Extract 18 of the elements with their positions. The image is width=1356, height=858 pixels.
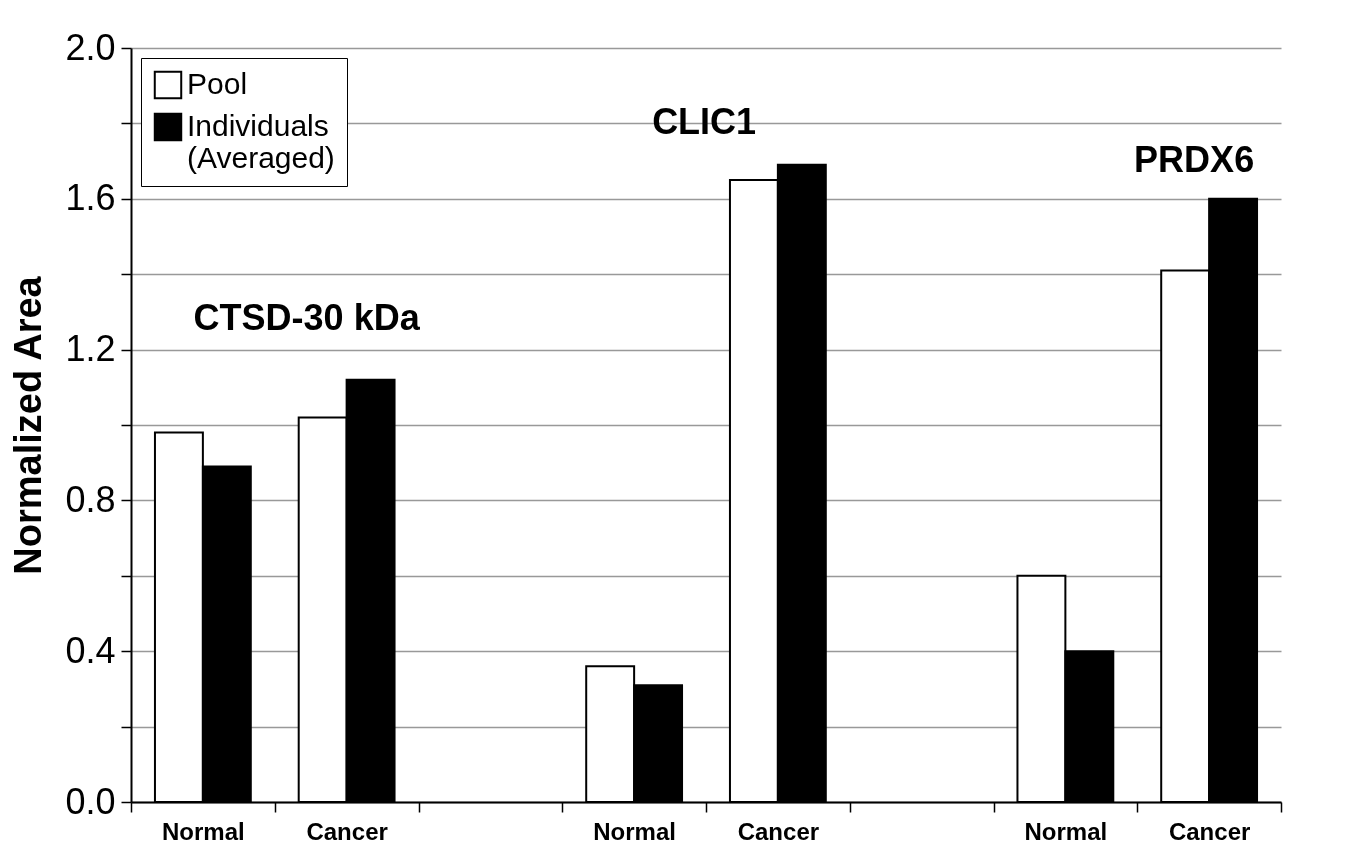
y-tick-label: 0.8 bbox=[65, 478, 116, 520]
y-tick-label: 1.6 bbox=[65, 177, 116, 219]
legend-label: Individuals (Averaged) bbox=[187, 109, 335, 174]
x-tick-label: Normal bbox=[162, 817, 245, 845]
y-tick-label: 0.0 bbox=[65, 780, 116, 822]
legend-label: Pool bbox=[187, 67, 248, 100]
x-tick-label: Cancer bbox=[306, 817, 388, 845]
y-tick-label: 2.0 bbox=[65, 26, 116, 68]
annotation: CTSD-30 kDa bbox=[193, 297, 421, 339]
y-axis-title: Normalized Area bbox=[7, 275, 50, 575]
annotation: CLIC1 bbox=[652, 101, 757, 143]
y-tick-label: 0.4 bbox=[65, 629, 116, 671]
x-tick-label: Normal bbox=[593, 817, 676, 845]
x-tick-label: Normal bbox=[1024, 817, 1108, 845]
x-tick-label: Cancer bbox=[737, 817, 820, 845]
x-tick-label: Cancer bbox=[1168, 817, 1251, 845]
annotation: PRDX6 bbox=[1134, 139, 1255, 181]
y-tick-label: 1.2 bbox=[65, 328, 116, 370]
